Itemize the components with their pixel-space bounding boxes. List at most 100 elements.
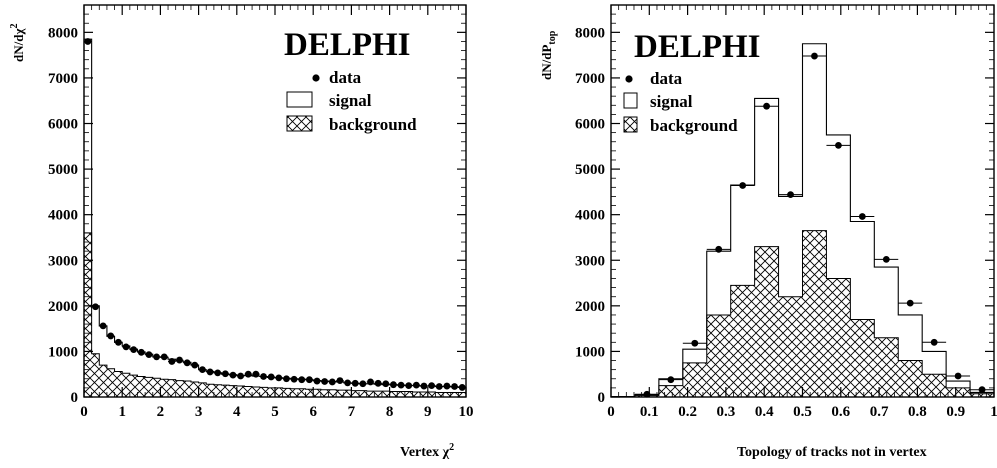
vertex-chi2-background-bin bbox=[435, 392, 444, 397]
topology-data-point bbox=[906, 299, 914, 307]
topology-data-point bbox=[858, 213, 866, 220]
vertex-chi2-background-bin bbox=[129, 375, 138, 397]
vertex-chi2-background-bin bbox=[190, 381, 199, 397]
vertex-chi2-background-bin bbox=[458, 392, 466, 397]
vertex-chi2-data-point bbox=[145, 351, 153, 359]
topology-x-tick-label: 0.6 bbox=[831, 404, 850, 420]
vertex-chi2-data-point bbox=[260, 373, 267, 380]
vertex-chi2-brand-label: DELPHI bbox=[284, 27, 411, 63]
vertex-chi2-background-bin bbox=[229, 385, 237, 397]
vertex-chi2-data-point bbox=[336, 377, 344, 384]
vertex-chi2-data-point bbox=[92, 303, 99, 311]
vertex-chi2-x-tick-label: 4 bbox=[233, 404, 241, 420]
topology-background-bin bbox=[802, 230, 827, 397]
topology-data-point bbox=[691, 339, 699, 347]
vertex-chi2-background-bin bbox=[381, 391, 390, 397]
vertex-chi2-background-bin bbox=[297, 388, 306, 397]
vertex-chi2-data-point bbox=[267, 373, 275, 381]
vertex-chi2-y-tick-label: 8000 bbox=[48, 25, 78, 41]
vertex-chi2-y-tick-label: 0 bbox=[71, 390, 79, 406]
vertex-chi2-background-bin bbox=[145, 377, 153, 397]
legend-signal-label: signal bbox=[650, 92, 693, 111]
vertex-chi2-background-bin bbox=[122, 373, 130, 397]
vertex-chi2-x-tick-label: 3 bbox=[195, 404, 203, 420]
vertex-chi2-background-outline bbox=[83, 232, 467, 397]
vertex-chi2-data-point bbox=[221, 370, 229, 378]
topology-data-points bbox=[634, 52, 994, 398]
vertex-chi2-background-bin bbox=[160, 379, 169, 397]
topology-data-point bbox=[882, 255, 890, 263]
topology-data-point bbox=[739, 182, 747, 189]
vertex-chi2-data-point bbox=[290, 375, 298, 383]
topology-x-tick-label: 0.2 bbox=[678, 404, 697, 420]
topology-x-tick-label: 1 bbox=[990, 404, 997, 420]
vertex-chi2-data-point bbox=[283, 375, 290, 383]
vertex-chi2-background-bin bbox=[389, 391, 398, 397]
vertex-chi2-axes: 0 1000 2000 3000 4000 5000 6000 7000 8000 0 1 2 3 4 5 6… bbox=[48, 5, 474, 420]
vertex-chi2-data-point bbox=[397, 381, 405, 389]
vertex-chi2-data-point bbox=[99, 322, 107, 330]
vertex-chi2-data-point bbox=[405, 382, 413, 390]
vertex-chi2-data-point bbox=[390, 381, 397, 389]
vertex-chi2-y-tick-label: 2000 bbox=[48, 299, 78, 315]
vertex-chi2-data-point bbox=[435, 383, 443, 390]
vertex-chi2-data-point bbox=[244, 370, 252, 378]
vertex-chi2-background-bin bbox=[351, 390, 360, 397]
vertex-chi2-background-bin bbox=[404, 391, 413, 397]
vertex-chi2-y-tick-label: 7000 bbox=[48, 71, 78, 87]
topology-background-bin bbox=[970, 393, 994, 397]
legend-signal-swatch bbox=[286, 91, 313, 108]
topology-x-tick-label: 0.8 bbox=[908, 404, 927, 420]
vertex-chi2-plot-frame bbox=[83, 4, 467, 398]
topology-y-axis-label: dN/dPtop bbox=[539, 30, 558, 80]
topology-background-bin bbox=[826, 278, 851, 397]
vertex-chi2-background-bin bbox=[305, 389, 314, 397]
topology-brand-label: DELPHI bbox=[634, 29, 761, 65]
vertex-chi2-data-point bbox=[420, 382, 428, 390]
vertex-chi2-panel: 0 1000 2000 3000 4000 5000 6000 7000 8000 0 1 2 3 4 5 6… bbox=[9, 4, 474, 460]
vertex-chi2-data-point bbox=[237, 372, 245, 380]
topology-data-point bbox=[978, 386, 986, 394]
vertex-chi2-background-bin bbox=[213, 384, 222, 397]
vertex-chi2-data-point bbox=[428, 382, 436, 390]
vertex-chi2-signal-outline bbox=[83, 38, 467, 397]
vertex-chi2-data-point bbox=[137, 348, 145, 356]
vertex-chi2-data-point bbox=[458, 384, 466, 391]
topology-x-tick-label: 0 bbox=[607, 404, 615, 420]
topology-data-point bbox=[643, 390, 651, 398]
topology-y-tick-label: 1000 bbox=[575, 344, 605, 360]
topology-background-outline bbox=[610, 230, 995, 398]
vertex-chi2-x-tick-label: 8 bbox=[386, 404, 394, 420]
vertex-chi2-data-point bbox=[168, 358, 176, 365]
vertex-chi2-background-bin bbox=[275, 387, 283, 397]
topology-y-tick-label: 5000 bbox=[575, 162, 605, 178]
vertex-chi2-data-point bbox=[107, 332, 115, 340]
vertex-chi2-background-bin bbox=[206, 384, 214, 397]
topology-histograms bbox=[610, 43, 995, 398]
vertex-chi2-data-point bbox=[130, 346, 138, 353]
vertex-chi2-y-tick-label: 4000 bbox=[48, 208, 78, 224]
vertex-chi2-data-point bbox=[191, 361, 199, 369]
topology-background-bin bbox=[946, 387, 971, 397]
legend-background-swatch bbox=[623, 116, 638, 133]
topology-x-axis-label: Topology of tracks not in vertex bbox=[737, 445, 927, 460]
topology-data-point bbox=[930, 338, 938, 346]
vertex-chi2-y-tick-label: 1000 bbox=[48, 344, 78, 360]
vertex-chi2-histograms bbox=[83, 38, 467, 397]
vertex-chi2-background-bin bbox=[267, 387, 275, 397]
vertex-chi2-background-bin bbox=[106, 368, 115, 397]
topology-y-tick-label: 2000 bbox=[575, 299, 605, 315]
vertex-chi2-x-tick-label: 7 bbox=[348, 404, 356, 420]
vertex-chi2-background-bin bbox=[244, 386, 253, 397]
topology-y-tick-label: 6000 bbox=[575, 117, 605, 133]
legend-background-label: background bbox=[650, 116, 738, 135]
vertex-chi2-data-point bbox=[321, 378, 329, 385]
topology-data-point bbox=[667, 376, 675, 384]
vertex-chi2-x-axis-label: Vertex χ2 bbox=[400, 442, 454, 460]
vertex-chi2-data-point bbox=[114, 338, 122, 346]
vertex-chi2-data-point bbox=[252, 370, 260, 378]
vertex-chi2-background-bin bbox=[236, 386, 245, 397]
legend-data-marker bbox=[625, 75, 633, 83]
vertex-chi2-background-bin bbox=[152, 378, 161, 397]
